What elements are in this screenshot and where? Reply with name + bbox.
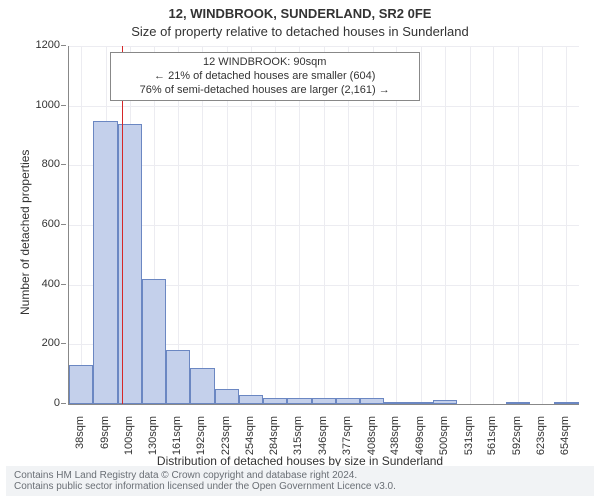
annotation-line: 12 WINDBROOK: 90sqm bbox=[117, 56, 413, 70]
attribution-footer: Contains HM Land Registry data © Crown c… bbox=[6, 466, 594, 496]
x-tick: 561sqm bbox=[486, 416, 498, 460]
x-tick: 438sqm bbox=[389, 416, 401, 460]
chart-wrap: { "canvas": { "width": 600, "height": 50… bbox=[0, 0, 600, 500]
x-tick: 315sqm bbox=[292, 416, 304, 460]
x-tick: 623sqm bbox=[535, 416, 547, 460]
x-tick: 161sqm bbox=[171, 416, 183, 460]
y-tick: 200 bbox=[10, 337, 60, 349]
gridline-v bbox=[542, 46, 543, 404]
x-tick: 254sqm bbox=[244, 416, 256, 460]
title-address: 12, WINDBROOK, SUNDERLAND, SR2 0FE bbox=[0, 6, 600, 21]
annotation-box: 12 WINDBROOK: 90sqm← 21% of detached hou… bbox=[110, 52, 420, 101]
title-subtitle: Size of property relative to detached ho… bbox=[0, 24, 600, 39]
annotation-line: ← 21% of detached houses are smaller (60… bbox=[117, 70, 413, 84]
y-tick: 600 bbox=[10, 218, 60, 230]
x-tick: 531sqm bbox=[463, 416, 475, 460]
gridline-v bbox=[81, 46, 82, 404]
x-tick: 377sqm bbox=[341, 416, 353, 460]
x-tick: 100sqm bbox=[123, 416, 135, 460]
y-axis-label: Number of detached properties bbox=[18, 150, 32, 315]
histogram-bar bbox=[312, 398, 336, 404]
histogram-bar bbox=[554, 402, 578, 404]
histogram-bar bbox=[215, 389, 239, 404]
x-tick: 592sqm bbox=[511, 416, 523, 460]
histogram-bar bbox=[336, 398, 360, 404]
x-tick: 408sqm bbox=[366, 416, 378, 460]
histogram-bar bbox=[360, 398, 384, 404]
histogram-bar bbox=[69, 365, 93, 404]
histogram-bar bbox=[433, 400, 457, 404]
y-tick: 400 bbox=[10, 278, 60, 290]
histogram-bar bbox=[190, 368, 214, 404]
y-tick: 0 bbox=[10, 397, 60, 409]
x-tick: 130sqm bbox=[147, 416, 159, 460]
gridline-v bbox=[493, 46, 494, 404]
histogram-bar bbox=[506, 402, 530, 404]
x-tick: 654sqm bbox=[559, 416, 571, 460]
x-tick: 284sqm bbox=[268, 416, 280, 460]
x-tick: 38sqm bbox=[74, 416, 86, 460]
x-tick: 192sqm bbox=[195, 416, 207, 460]
gridline-v bbox=[421, 46, 422, 404]
x-tick: 223sqm bbox=[220, 416, 232, 460]
x-tick: 500sqm bbox=[438, 416, 450, 460]
gridline-v bbox=[445, 46, 446, 404]
histogram-bar bbox=[239, 395, 263, 404]
histogram-bar bbox=[384, 402, 408, 404]
y-tick: 1200 bbox=[10, 39, 60, 51]
footer-line-1: Contains HM Land Registry data © Crown c… bbox=[14, 470, 586, 481]
gridline-v bbox=[518, 46, 519, 404]
histogram-bar bbox=[287, 398, 311, 404]
gridline-v bbox=[470, 46, 471, 404]
annotation-line: 76% of semi-detached houses are larger (… bbox=[117, 84, 413, 98]
histogram-bar bbox=[166, 350, 190, 404]
histogram-bar bbox=[93, 121, 117, 404]
histogram-bar bbox=[263, 398, 287, 404]
y-tick: 800 bbox=[10, 158, 60, 170]
x-tick: 469sqm bbox=[414, 416, 426, 460]
y-tick: 1000 bbox=[10, 99, 60, 111]
histogram-bar bbox=[142, 279, 166, 404]
footer-line-2: Contains public sector information licen… bbox=[14, 481, 586, 492]
histogram-bar bbox=[409, 402, 433, 404]
x-tick: 346sqm bbox=[317, 416, 329, 460]
gridline-v bbox=[566, 46, 567, 404]
plot-area: 12 WINDBROOK: 90sqm← 21% of detached hou… bbox=[68, 46, 579, 405]
x-tick: 69sqm bbox=[99, 416, 111, 460]
